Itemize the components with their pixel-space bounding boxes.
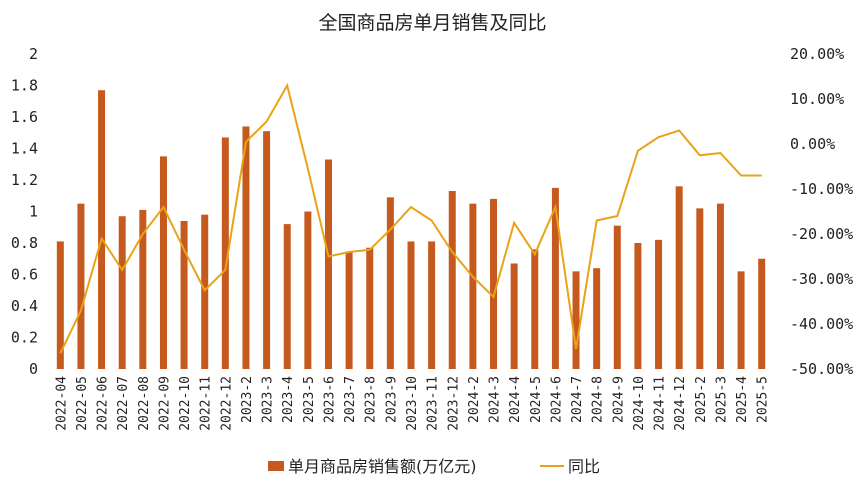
legend-label-sales: 单月商品房销售额(万亿元): [288, 457, 477, 476]
bar: [180, 220, 188, 369]
bar: [118, 216, 126, 369]
bar: [448, 191, 456, 369]
x-tick-label: 2022-07: [116, 376, 131, 431]
y-left-tick-label: 1.8: [11, 77, 38, 95]
bar: [407, 241, 415, 369]
y-left-tick-label: 1.4: [11, 140, 38, 158]
bar: [345, 252, 353, 369]
bar: [613, 225, 621, 369]
legend-label-yoy: 同比: [568, 457, 600, 476]
x-tick-label: 2025-3: [714, 376, 729, 423]
y-left-tick-label: 0.4: [11, 297, 38, 315]
x-tick-label: 2024-10: [632, 376, 647, 431]
bar: [593, 268, 601, 369]
y-left-tick-label: 1.2: [11, 171, 38, 189]
bar: [469, 203, 477, 369]
x-tick-label: 2022-06: [96, 376, 111, 431]
bar: [98, 90, 106, 369]
x-tick-label: 2022-10: [178, 376, 193, 431]
x-tick-label: 2023-6: [322, 376, 337, 423]
x-tick-label: 2024-4: [508, 376, 523, 423]
x-tick-label: 2025-4: [735, 376, 750, 423]
bar: [696, 208, 704, 369]
y-left-tick-label: 1: [29, 203, 38, 221]
bar: [510, 263, 518, 369]
bar: [324, 159, 332, 369]
bar: [139, 209, 147, 369]
x-tick-label: 2024-3: [488, 376, 503, 423]
x-tick-label: 2023-4: [281, 376, 296, 423]
x-tick-label: 2022-11: [199, 376, 214, 431]
y-right-tick-label: -10.00%: [790, 180, 853, 198]
x-tick-label: 2024-7: [570, 376, 585, 423]
x-tick-label: 2023-11: [426, 376, 441, 431]
x-tick-label: 2023-7: [343, 376, 358, 423]
bar: [283, 224, 291, 369]
x-tick-label: 2022-08: [137, 376, 152, 431]
y-left-tick-label: 0: [29, 360, 38, 378]
bar: [675, 186, 683, 369]
x-tick-label: 2025-5: [756, 376, 771, 423]
x-tick-label: 2022-05: [75, 376, 90, 431]
bar: [572, 271, 580, 369]
bar: [386, 197, 394, 369]
x-tick-label: 2025-2: [694, 376, 709, 423]
y-left-tick-label: 1.6: [11, 108, 38, 126]
x-tick-label: 2023-3: [261, 376, 276, 423]
bar: [634, 243, 642, 369]
bar: [490, 198, 498, 369]
bar: [242, 126, 250, 369]
x-tick-label: 2024-6: [549, 376, 564, 423]
x-tick-label: 2024-8: [591, 376, 606, 423]
x-tick-label: 2024-11: [653, 376, 668, 431]
x-tick-label: 2023-8: [364, 376, 379, 423]
legend-swatch-bar: [268, 461, 284, 471]
y-right-tick-label: 0.00%: [790, 135, 835, 153]
bar: [221, 137, 229, 369]
x-tick-label: 2024-5: [529, 376, 544, 423]
y-left-tick-label: 0.6: [11, 266, 38, 284]
bar: [428, 241, 436, 369]
y-right-tick-label: 20.00%: [790, 45, 844, 63]
x-tick-label: 2022-12: [219, 376, 234, 431]
x-tick-label: 2023-5: [302, 376, 317, 423]
y-right-tick-label: -20.00%: [790, 225, 853, 243]
y-right-tick-label: -50.00%: [790, 360, 853, 378]
x-tick-label: 2024-12: [673, 376, 688, 431]
bar: [304, 211, 312, 369]
y-right-tick-label: 10.00%: [790, 90, 844, 108]
bar: [737, 271, 745, 369]
chart-title: 全国商品房单月销售及同比: [318, 12, 547, 34]
x-tick-label: 2024-9: [611, 376, 626, 423]
x-tick-label: 2023-12: [446, 376, 461, 431]
x-tick-label: 2022-09: [157, 376, 172, 431]
y-left-tick-label: 0.8: [11, 234, 38, 252]
bar: [758, 258, 766, 369]
bar: [531, 249, 539, 369]
bar: [263, 131, 271, 369]
y-right-tick-label: -40.00%: [790, 315, 853, 333]
y-left-tick-label: 0.2: [11, 329, 38, 347]
bar: [77, 203, 85, 369]
x-tick-label: 2023-2: [240, 376, 255, 423]
x-tick-label: 2023-10: [405, 376, 420, 431]
bar: [655, 239, 663, 369]
bar: [159, 156, 167, 369]
y-right-tick-label: -30.00%: [790, 270, 853, 288]
bar: [551, 187, 559, 369]
x-tick-label: 2024-2: [467, 376, 482, 423]
bar: [56, 241, 64, 369]
x-tick-label: 2022-04: [54, 376, 69, 431]
bar: [366, 247, 374, 369]
y-left-tick-label: 2: [29, 45, 38, 63]
bar: [716, 203, 724, 369]
bar: [201, 214, 209, 369]
x-tick-label: 2023-9: [384, 376, 399, 423]
